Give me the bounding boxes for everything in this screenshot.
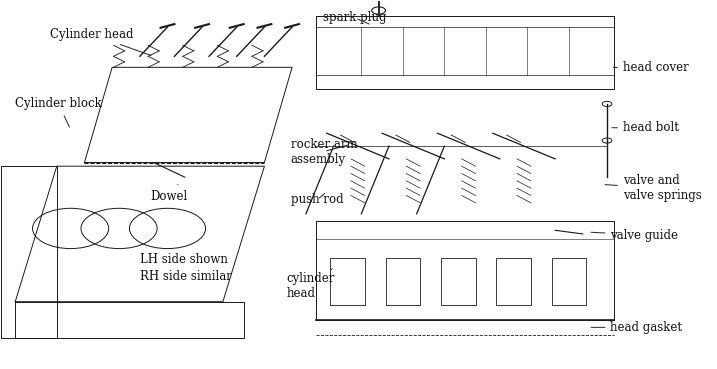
Bar: [496, 258, 531, 306]
Text: RH side similar: RH side similar: [140, 270, 232, 283]
Text: rocker arm
assembly: rocker arm assembly: [290, 138, 357, 166]
Text: Cylinder block: Cylinder block: [15, 97, 102, 127]
Bar: [551, 258, 587, 306]
Text: head cover: head cover: [613, 61, 689, 74]
Text: head gasket: head gasket: [591, 321, 683, 334]
Text: valve and
valve springs: valve and valve springs: [605, 174, 702, 202]
Text: Cylinder head: Cylinder head: [50, 28, 151, 55]
Text: head bolt: head bolt: [612, 121, 679, 134]
Bar: [441, 258, 475, 306]
Text: push rod: push rod: [290, 193, 343, 206]
Text: LH side shown: LH side shown: [140, 253, 228, 266]
Text: valve guide: valve guide: [591, 228, 678, 242]
Bar: [330, 258, 365, 306]
Text: spark plug: spark plug: [323, 11, 386, 24]
Text: cylinder
head: cylinder head: [287, 269, 335, 300]
Text: Dowel: Dowel: [150, 184, 187, 203]
Bar: [386, 258, 420, 306]
